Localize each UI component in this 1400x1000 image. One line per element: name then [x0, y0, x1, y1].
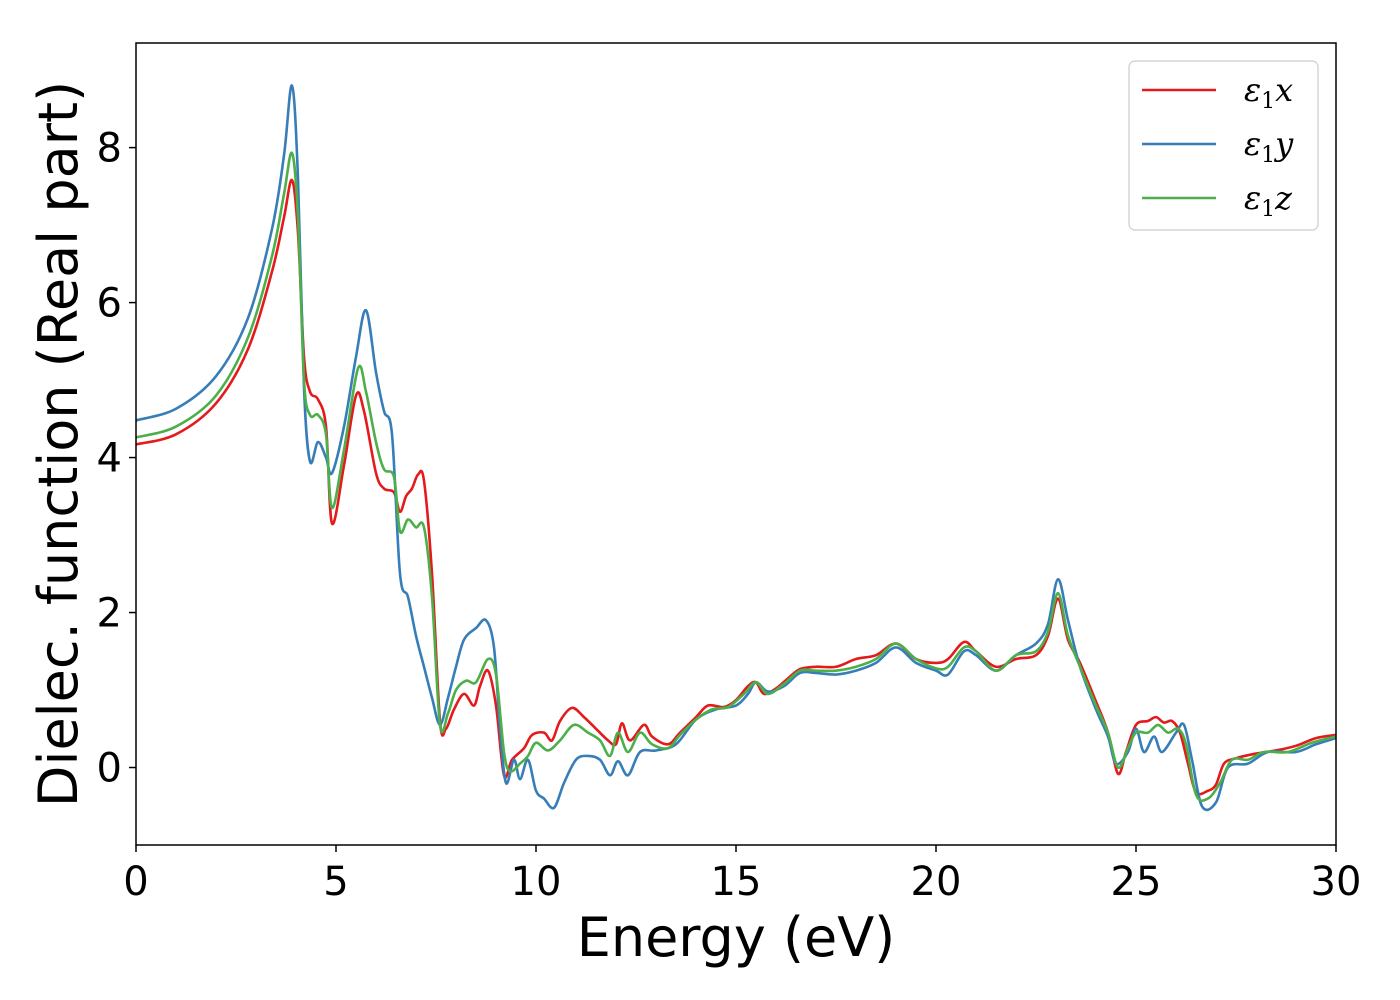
series-line-z — [136, 151, 1336, 802]
y-tick-label: 2 — [97, 591, 122, 637]
legend-label-x: ε1x — [1244, 71, 1293, 114]
series-lines — [136, 84, 1336, 812]
series-line-y — [136, 84, 1336, 812]
x-tick-label: 15 — [711, 859, 762, 905]
y-tick-label: 6 — [97, 281, 122, 327]
x-axis-label: Energy (eV) — [577, 906, 896, 969]
y-axis-label: Dielec. function (Real part) — [27, 81, 90, 807]
x-tick-label: 25 — [1111, 859, 1162, 905]
x-tick-label: 30 — [1311, 859, 1362, 905]
legend: ε1x ε1y ε1z — [1128, 60, 1319, 231]
legend-label-z: ε1z — [1244, 179, 1293, 222]
x-tick-label: 10 — [511, 859, 562, 905]
y-tick-label: 8 — [97, 126, 122, 172]
legend-box — [1128, 60, 1319, 231]
x-tick-label: 20 — [911, 859, 962, 905]
axis-ticks: 0 5 10 15 20 25 30 0 2 4 6 8 — [97, 126, 1362, 905]
x-tick-label: 0 — [123, 859, 148, 905]
legend-label-y: ε1y — [1244, 125, 1294, 168]
y-tick-label: 0 — [97, 746, 122, 792]
y-tick-label: 4 — [97, 436, 122, 482]
x-tick-label: 5 — [323, 859, 348, 905]
